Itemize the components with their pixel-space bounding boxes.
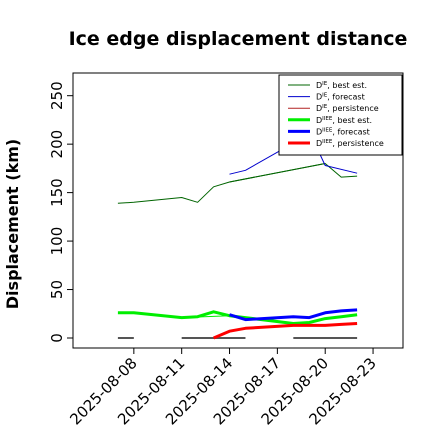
legend-entry: DIE, forecast <box>316 93 365 102</box>
legend-entry: DIE, best est. <box>316 81 367 90</box>
y-tick-label: 200 <box>48 130 66 159</box>
y-tick-label: 100 <box>48 227 66 256</box>
legend: DIE, best est. DIE, forecast DIE, persiste… <box>278 74 403 156</box>
series-line-0 <box>117 163 358 204</box>
series-line-5 <box>213 322 358 340</box>
y-axis-label: Displacement (km) <box>3 139 22 309</box>
series-lines <box>117 131 358 340</box>
legend-entry: DIIEE, forecast <box>316 127 370 136</box>
y-tick-label: 0 <box>48 333 66 343</box>
x-axis: 2025-08-082025-08-112025-08-142025-08-17… <box>66 348 380 428</box>
chart-title: Ice edge displacement distance <box>69 28 408 50</box>
legend-entry: DIIEE, persistence <box>316 139 384 148</box>
connector-lines <box>133 163 326 329</box>
legend-entry: DIIEE, best est. <box>316 116 372 125</box>
y-tick-label: 50 <box>48 280 66 299</box>
y-tick-label: 250 <box>48 81 66 110</box>
y-tick-label: 150 <box>48 178 66 207</box>
legend-entry: DIE, persistence <box>316 104 379 113</box>
plot-frame <box>72 72 404 349</box>
series-line-4 <box>229 308 358 322</box>
y-axis: 0 50 100 150 200 250 <box>48 81 73 343</box>
